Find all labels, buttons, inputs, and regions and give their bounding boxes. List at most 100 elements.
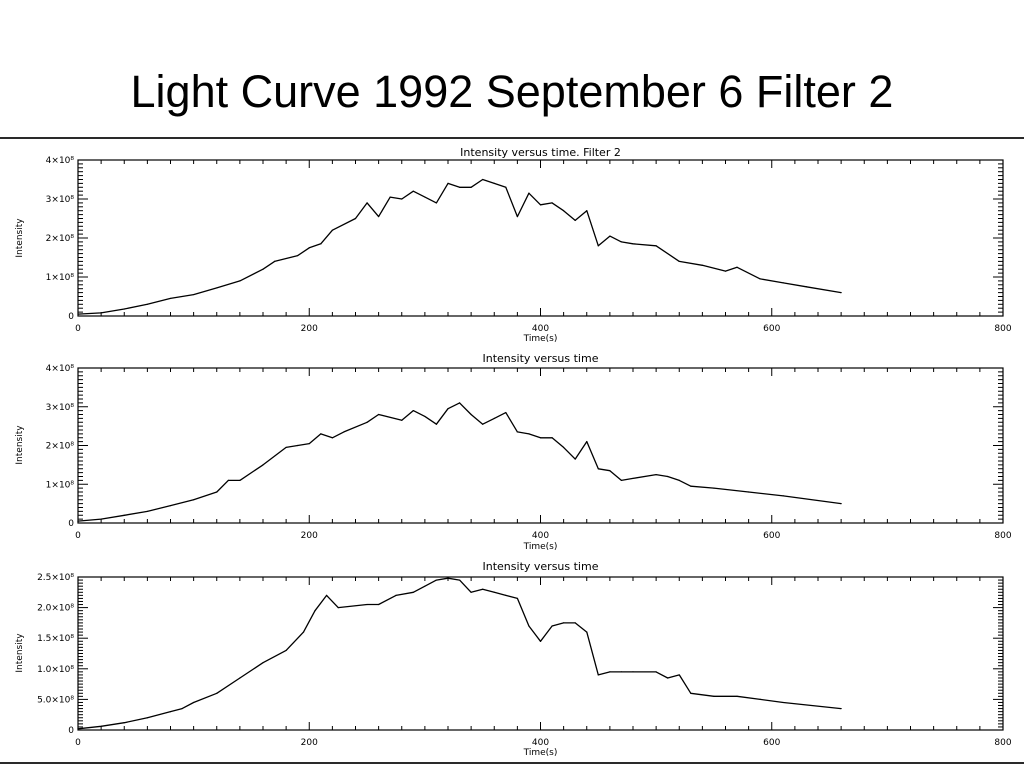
data-point [539,204,542,206]
y-axis-label: Intensity [15,218,25,258]
data-point [424,585,426,587]
data-point [424,196,426,198]
x-tick-label: 400 [532,531,549,541]
data-point [169,711,172,713]
data-point [493,417,495,419]
data-point [609,470,611,472]
y-tick-label: 2.5×10⁸ [37,573,74,583]
x-tick-label: 200 [301,324,318,334]
data-point [551,437,553,439]
data-point [366,202,368,204]
data-point [169,297,172,300]
data-point [262,464,264,466]
data-point [395,594,397,596]
data-point [458,579,461,581]
data-point [447,577,449,579]
data-point [482,423,484,425]
data-point [609,671,611,673]
data-point [551,625,553,627]
data-point [123,722,125,724]
data-point [378,215,380,218]
data-point [193,293,195,296]
data-point [378,603,380,606]
data-point [297,444,299,447]
data-point [620,479,623,481]
data-point [516,215,518,218]
data-point [262,268,264,270]
data-point [655,671,657,673]
y-tick-label: 0 [68,312,74,322]
x-tick-label: 600 [763,738,780,748]
data-point [285,446,287,449]
data-point [331,437,333,439]
data-point [597,245,599,247]
x-tick-label: 200 [301,738,318,748]
y-tick-label: 1×10⁸ [46,480,75,490]
y-tick-label: 5.0×10⁸ [37,695,74,705]
data-point [239,280,241,282]
top-divider [0,137,1024,139]
data-point [505,186,507,188]
data-point [759,278,761,280]
data-point [470,186,472,188]
data-point [678,479,680,481]
x-axis-label: Time(s) [523,542,558,552]
chart-2: Intensity versus time 0 200 400 600 800 0 1×10⁸… [15,352,1012,552]
data-point [273,260,276,262]
data-point [412,190,414,192]
data-point [840,503,842,505]
data-point [701,264,703,266]
x-tick-label: 400 [532,324,549,334]
data-point [100,312,102,314]
data-point [748,491,750,493]
data-point [805,286,808,288]
data-point [320,243,322,245]
data-point [100,725,102,727]
data-point [505,594,507,596]
data-point [840,707,842,710]
data-point [840,292,842,294]
x-tick-label: 0 [75,324,81,334]
x-axis-label: Time(s) [523,748,558,758]
y-tick-label: 1.5×10⁸ [37,634,74,644]
data-point [539,437,542,439]
data-point [528,433,530,435]
y-tick-label: 3×10⁸ [46,403,75,413]
series-line [77,402,842,522]
data-point [597,674,599,676]
data-point [458,186,461,188]
data-point [690,692,692,694]
data-point [297,254,299,257]
data-point [123,514,125,516]
data-point [435,202,438,204]
data-point [470,413,472,416]
data-point [782,495,784,497]
data-point [563,210,565,212]
y-tick-label: 2×10⁸ [46,442,75,452]
data-point [378,413,380,416]
data-point [435,579,438,581]
data-point [100,518,102,520]
data-point [77,520,79,522]
data-point [482,178,484,181]
data-point [713,695,715,697]
data-point [655,473,657,476]
data-point [458,402,461,404]
data-point [574,458,576,460]
data-point [609,235,611,237]
x-tick-label: 200 [301,531,318,541]
data-point [181,707,183,710]
series-line [77,577,842,730]
plot-frame [77,159,1004,317]
data-point [354,217,357,220]
y-tick-label: 1.0×10⁸ [37,665,74,675]
x-tick-label: 0 [75,531,81,541]
data-point [528,625,530,627]
chart-title: Intensity versus time [483,560,599,573]
data-point [551,202,553,204]
data-point [325,594,328,596]
y-tick-label: 0 [68,726,74,736]
series-line [77,178,842,315]
data-point [470,591,472,593]
data-point [620,671,623,673]
